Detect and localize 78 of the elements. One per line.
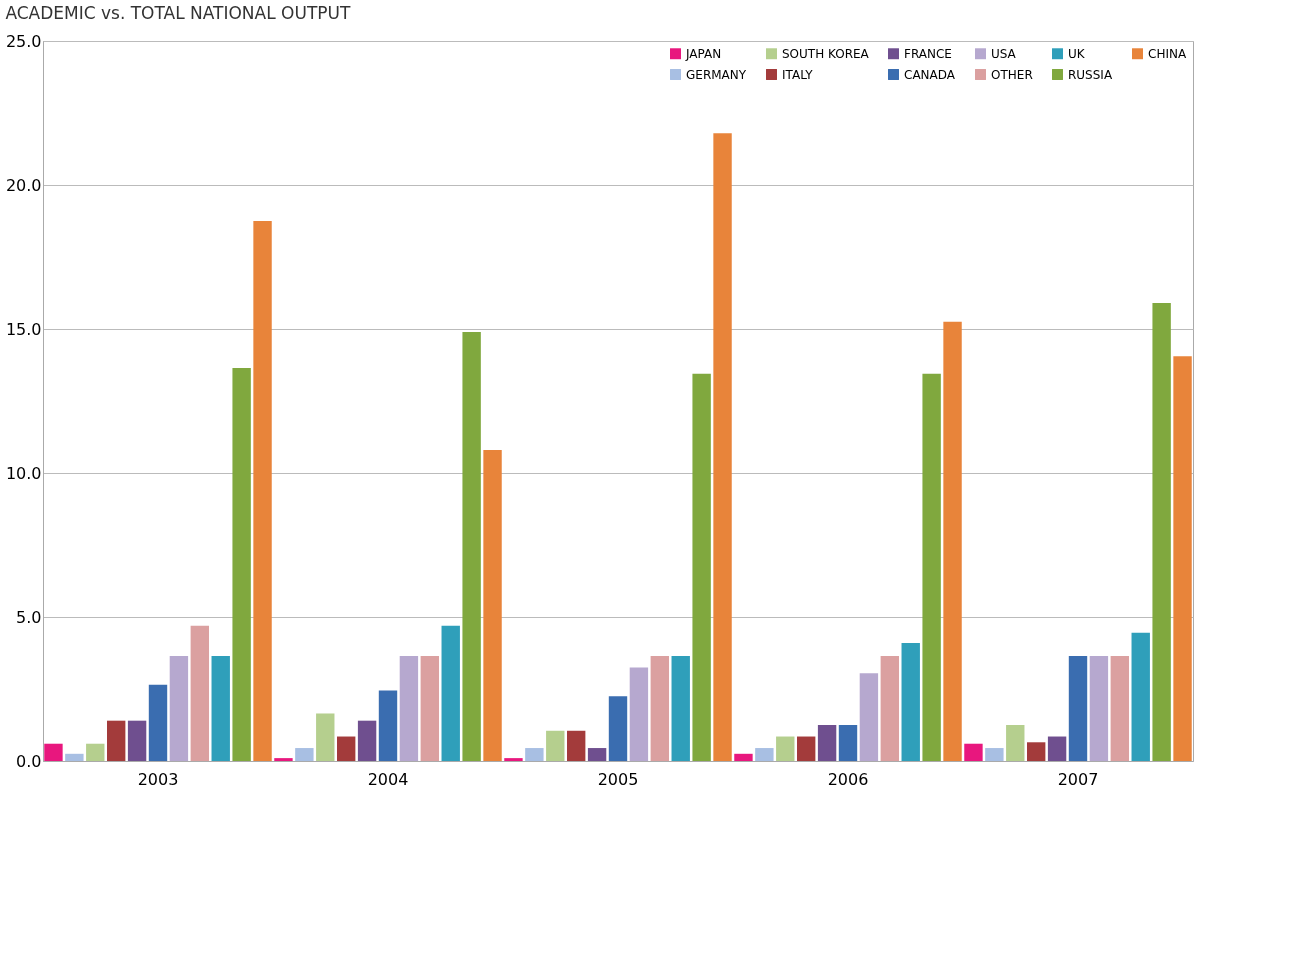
bar [629, 667, 649, 761]
y-tick-label: 10.0 [5, 463, 42, 483]
bar [1047, 736, 1067, 761]
y-tick-label: 15.0 [5, 319, 42, 339]
bar [964, 743, 983, 761]
bar [713, 133, 732, 761]
legend-label: SOUTH KOREA [782, 46, 870, 61]
legend-label: UK [1068, 46, 1086, 61]
bar [86, 743, 105, 761]
bar [44, 743, 63, 761]
bar [316, 713, 335, 761]
bar [1173, 356, 1192, 761]
bar [901, 642, 920, 761]
bar [504, 758, 523, 761]
legend-label: CANADA [904, 67, 956, 82]
bar [190, 625, 210, 761]
bar [420, 655, 440, 761]
bar [943, 321, 962, 761]
bar [1026, 742, 1046, 761]
bar [1110, 655, 1130, 761]
bar [922, 373, 941, 761]
legend-label: ITALY [782, 67, 814, 82]
x-tick-label: 2006 [827, 769, 869, 789]
bar [608, 696, 628, 761]
bar [985, 748, 1004, 761]
x-tick-label: 2007 [1057, 769, 1099, 789]
bar [817, 725, 837, 761]
bar [211, 655, 230, 761]
bar [566, 730, 586, 761]
bar [838, 725, 858, 761]
x-tick-label: 2005 [597, 769, 639, 789]
bar [671, 655, 690, 761]
bar [546, 730, 565, 761]
bar [1131, 632, 1150, 761]
bar [65, 753, 84, 761]
legend-label: OTHER [991, 67, 1033, 82]
bar [880, 655, 900, 761]
bar [525, 748, 544, 761]
bar [106, 720, 126, 761]
legend-label: RUSSIA [1068, 67, 1113, 82]
bar [378, 690, 398, 761]
legend-label: GERMANY [686, 67, 747, 82]
x-tick-label: 2003 [137, 769, 179, 789]
x-tick-label: 2004 [367, 769, 409, 789]
y-tick-label: 25.0 [5, 31, 42, 51]
y-tick-label: 20.0 [5, 175, 42, 195]
bar [232, 367, 251, 761]
bar [796, 736, 816, 761]
legend-label: CHINA [1148, 46, 1187, 61]
bar [274, 758, 293, 761]
bar [441, 625, 460, 761]
bar [859, 673, 879, 761]
bar [462, 331, 481, 761]
chart-title: ACADEMIC vs. TOTAL NATIONAL OUTPUT [5, 3, 351, 23]
bar [776, 736, 795, 761]
legend-label: JAPAN [685, 46, 722, 61]
bar [148, 684, 168, 761]
bar [1068, 655, 1088, 761]
bar [587, 748, 607, 761]
bar [169, 655, 189, 761]
bar [295, 748, 314, 761]
bar [357, 720, 377, 761]
bar [336, 736, 356, 761]
bar [1152, 303, 1171, 761]
y-tick-label: 0.0 [16, 751, 42, 771]
bar [1006, 725, 1025, 761]
bar [755, 748, 774, 761]
bar [253, 221, 272, 761]
bar [1089, 655, 1109, 761]
legend-label: FRANCE [904, 46, 952, 61]
y-tick-label: 5.0 [16, 607, 42, 627]
bar [127, 720, 147, 761]
bar [692, 373, 711, 761]
bar [734, 753, 753, 761]
bar [399, 655, 419, 761]
bar [483, 449, 502, 761]
bar [650, 655, 670, 761]
legend-label: USA [991, 46, 1017, 61]
